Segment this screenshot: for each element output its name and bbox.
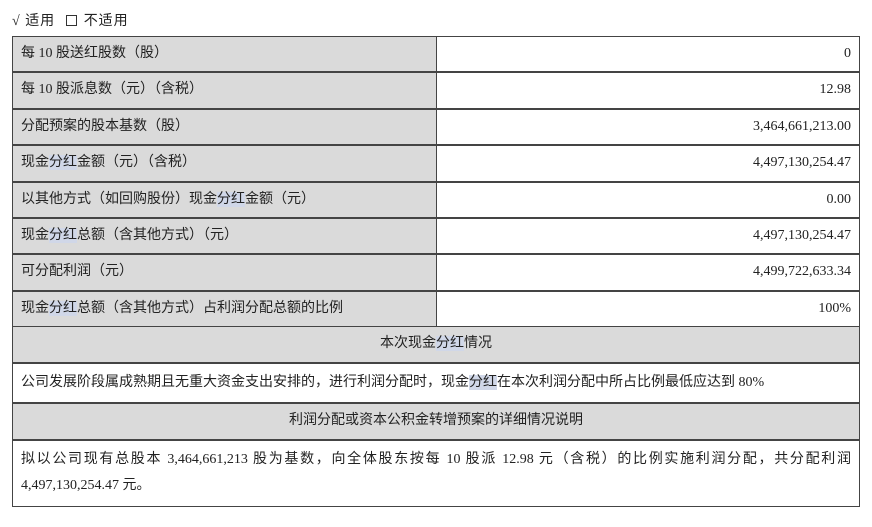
row-label: 每 10 股送红股数（股） <box>13 37 437 73</box>
row-label: 以其他方式（如回购股份）现金分红金额（元） <box>13 182 437 218</box>
table-row: 可分配利润（元）4,499,722,633.34 <box>13 254 860 290</box>
row-value: 0 <box>436 37 860 73</box>
row-value: 4,499,722,633.34 <box>436 254 860 290</box>
row-value: 100% <box>436 291 860 327</box>
row-label: 现金分红总额（含其他方式）占利润分配总额的比例 <box>13 291 437 327</box>
table-row: 每 10 股送红股数（股）0 <box>13 37 860 73</box>
highlight-text: 分红 <box>436 336 464 351</box>
highlight-text: 分红 <box>217 192 245 207</box>
section1-body: 公司发展阶段属成熟期且无重大资金支出安排的，进行利润分配时，现金分红在本次利润分… <box>13 363 860 404</box>
table-row: 现金分红金额（元）（含税）4,497,130,254.47 <box>13 145 860 181</box>
checkbox-empty-icon <box>66 15 77 26</box>
not-apply-label: 不适用 <box>84 14 129 29</box>
row-label: 每 10 股派息数（元）（含税） <box>13 72 437 108</box>
highlight-text: 分红 <box>49 228 77 243</box>
highlight-text: 分红 <box>49 301 77 316</box>
table-row: 分配预案的股本基数（股）3,464,661,213.00 <box>13 109 860 145</box>
row-value: 12.98 <box>436 72 860 108</box>
section1-title: 本次现金分红情况 <box>13 327 860 363</box>
row-label: 可分配利润（元） <box>13 254 437 290</box>
highlight-text: 分红 <box>49 155 77 170</box>
row-value: 4,497,130,254.47 <box>436 218 860 254</box>
dividend-table: 每 10 股送红股数（股）0每 10 股派息数（元）（含税）12.98分配预案的… <box>12 36 860 507</box>
table-row: 现金分红总额（含其他方式）（元）4,497,130,254.47 <box>13 218 860 254</box>
row-value: 4,497,130,254.47 <box>436 145 860 181</box>
row-label: 分配预案的股本基数（股） <box>13 109 437 145</box>
section2-title: 利润分配或资本公积金转增预案的详细情况说明 <box>13 403 860 439</box>
check-mark: √ <box>12 14 21 29</box>
table-row: 现金分红总额（含其他方式）占利润分配总额的比例100% <box>13 291 860 327</box>
row-label: 现金分红总额（含其他方式）（元） <box>13 218 437 254</box>
section2-body: 拟以公司现有总股本 3,464,661,213 股为基数，向全体股东按每 10 … <box>13 440 860 507</box>
table-row: 以其他方式（如回购股份）现金分红金额（元）0.00 <box>13 182 860 218</box>
table-row: 每 10 股派息数（元）（含税）12.98 <box>13 72 860 108</box>
row-value: 3,464,661,213.00 <box>436 109 860 145</box>
row-value: 0.00 <box>436 182 860 218</box>
row-label: 现金分红金额（元）（含税） <box>13 145 437 181</box>
highlight-text: 分红 <box>469 375 497 390</box>
apply-label: 适用 <box>25 14 55 29</box>
applicability-header: √ 适用 不适用 <box>12 10 860 30</box>
